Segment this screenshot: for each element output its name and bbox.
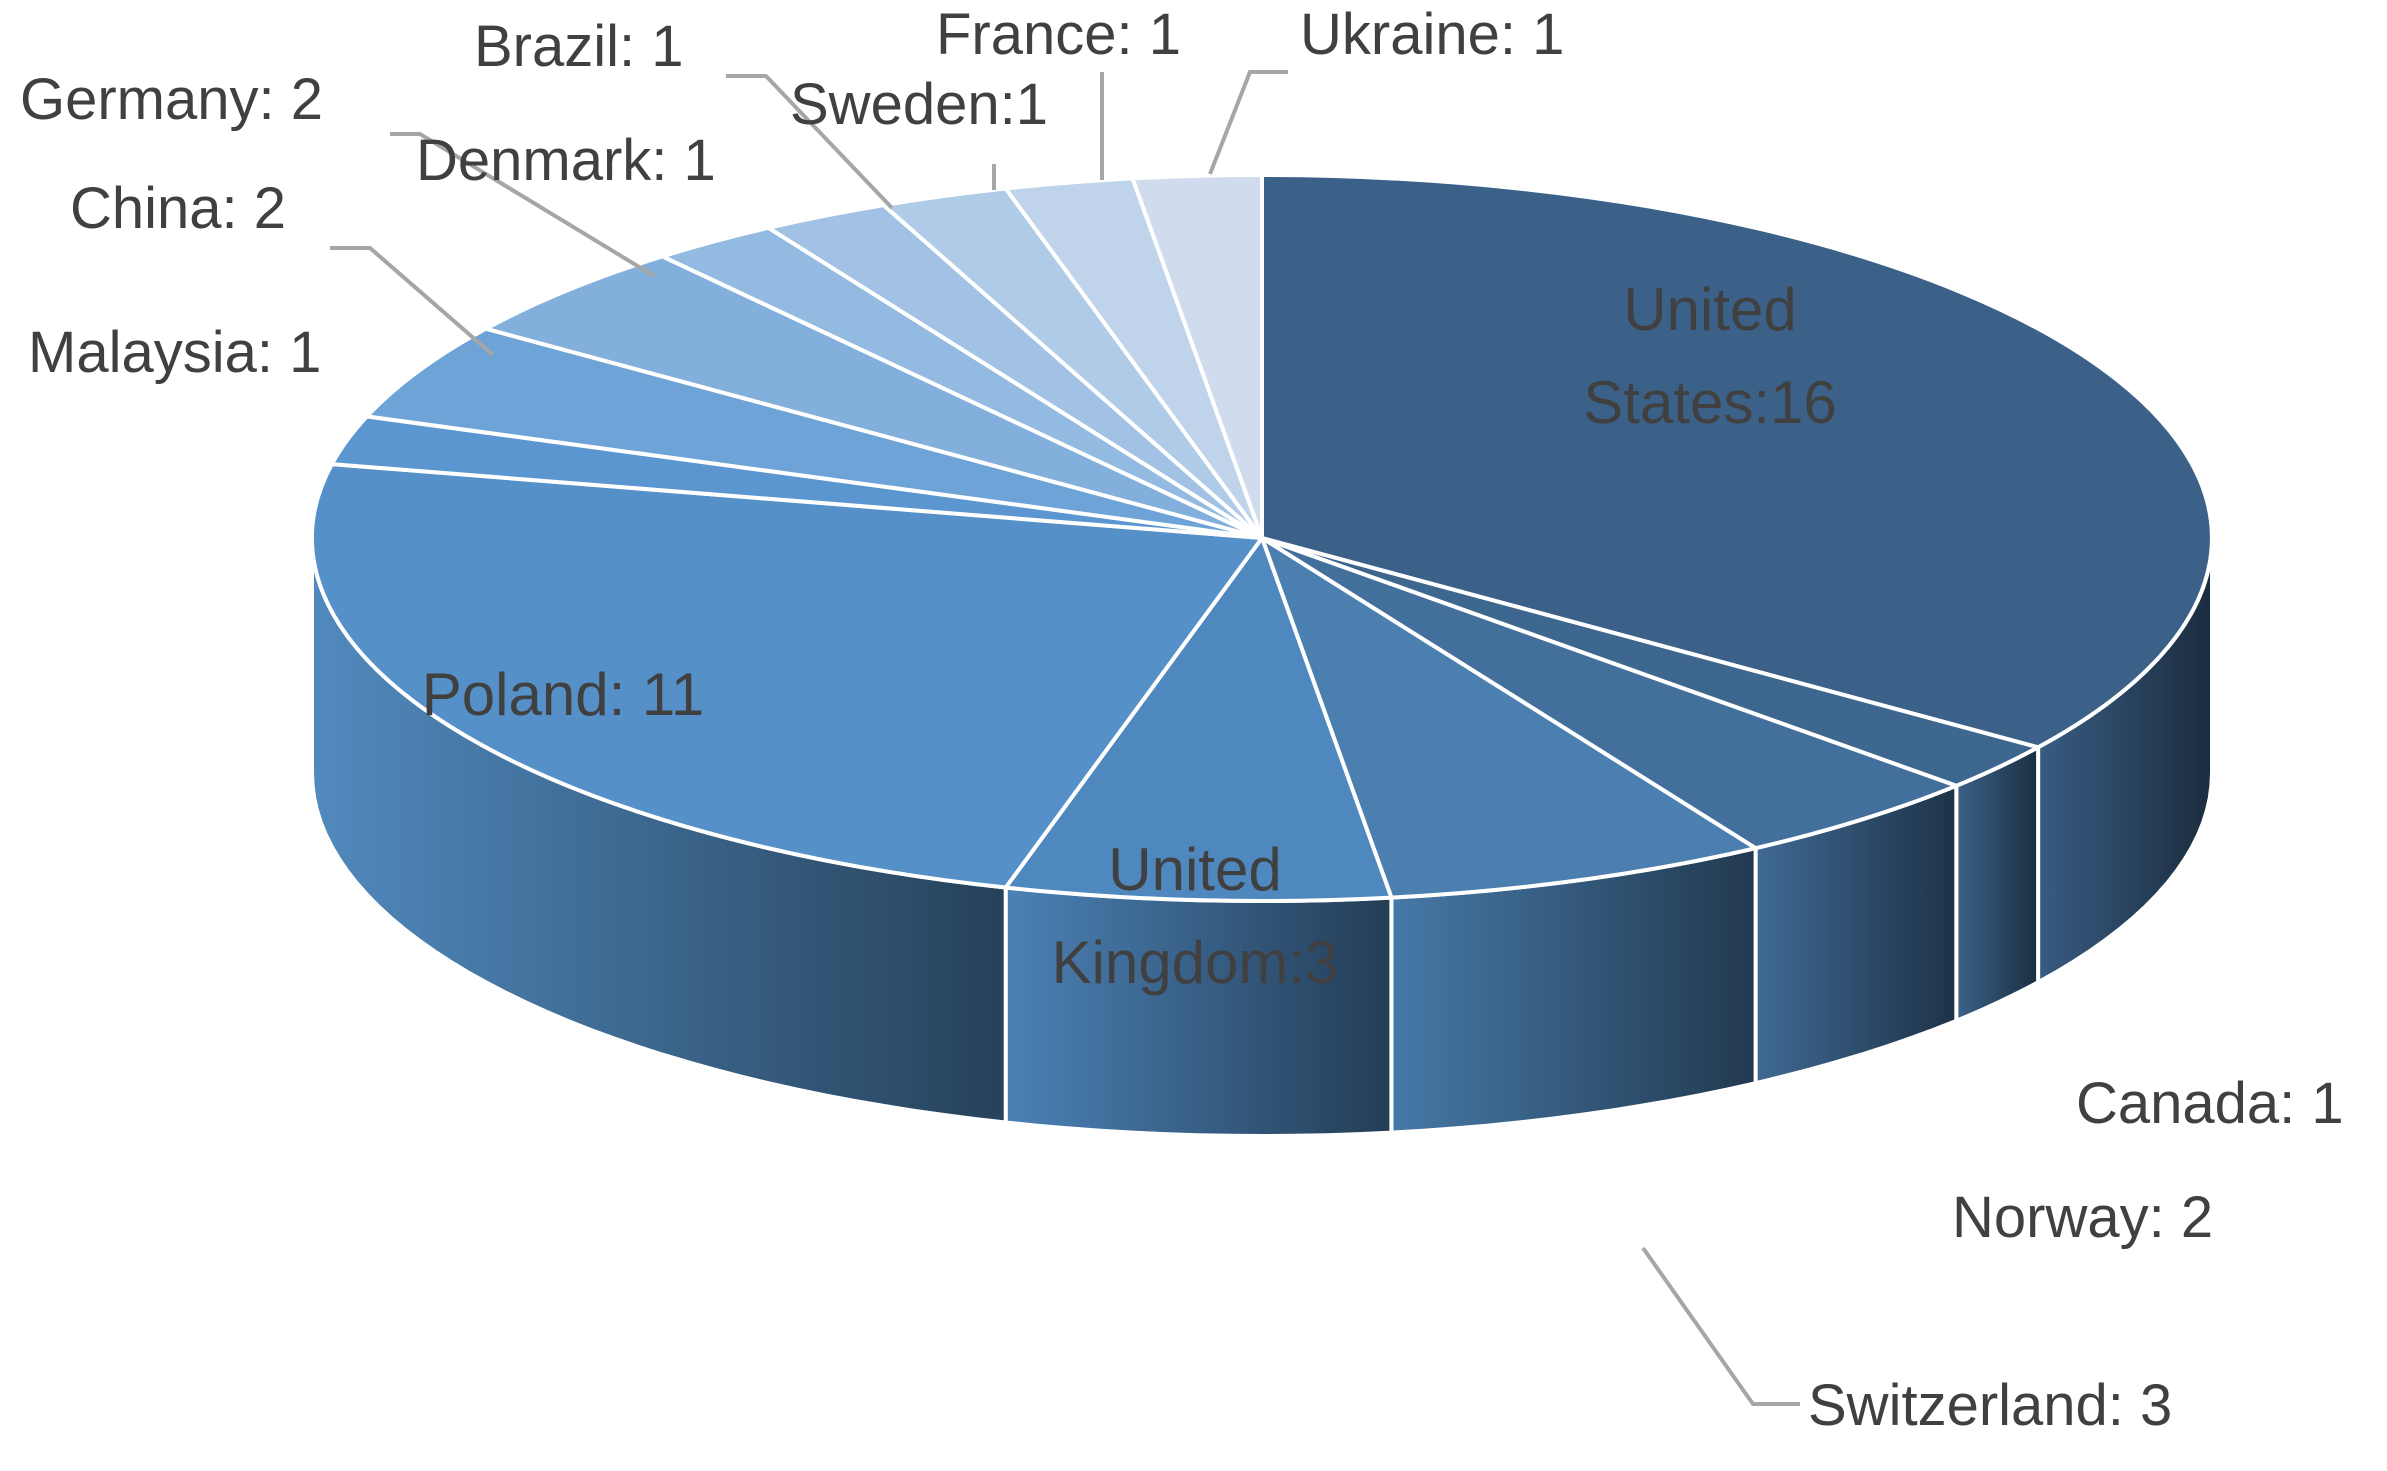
pie-slice-china: [364, 326, 1264, 540]
pie-slice-united-states: [1260, 173, 2214, 750]
pie-slice-poland: [310, 462, 1264, 890]
data-label-norway: Norway: 2: [1952, 1185, 2213, 1250]
data-label-united-kingdom: United Kingdom:3: [1052, 836, 1339, 996]
data-label-germany: Germany: 2: [20, 67, 323, 132]
data-label-poland: Poland: 11: [422, 661, 704, 728]
pie-side-shade-poland: [312, 538, 1006, 1123]
pie-side-shade-switzerland: [1391, 848, 1756, 1133]
slice-labels: United States:16 Canada: 1 Norway: 2 Switzer…: [20, 2, 2344, 1438]
leader-line-germany: [390, 132, 656, 278]
pie-side-shade-norway: [1755, 785, 1957, 1084]
pie-slice-united-kingdom: [1003, 536, 1394, 903]
data-label-canada: Canada: 1: [2076, 1071, 2344, 1136]
data-label-malaysia: Malaysia: 1: [28, 320, 321, 385]
leader-line-switzerland: [1641, 1246, 1800, 1406]
leader-line-ukraine: [1208, 70, 1288, 175]
pie-slice-ukraine: [1130, 173, 1264, 540]
pie-slice-germany: [483, 254, 1264, 540]
leader-line-china: [330, 246, 495, 357]
data-label-denmark: Denmark: 1: [416, 128, 716, 193]
pie-top-layer: [310, 173, 2214, 903]
data-label-sweden: Sweden:1: [790, 72, 1048, 137]
data-label-switzerland: Switzerland: 3: [1808, 1373, 2172, 1438]
pie-side-shade-canada: [1956, 747, 2039, 1021]
data-label-france: France: 1: [936, 2, 1181, 67]
leader-lines: [330, 70, 1800, 1406]
pie-slice-switzerland: [1260, 536, 1758, 900]
pie-side-layer: [310, 536, 2214, 1138]
data-label-ukraine: Ukraine: 1: [1300, 2, 1564, 67]
pie-slice-norway: [1260, 536, 1959, 851]
data-label-china: China: 2: [70, 176, 286, 241]
leader-line-brazil: [726, 74, 894, 210]
pie-side-shade-united-kingdom: [1005, 887, 1392, 1136]
data-label-united-states: United States:16: [1583, 276, 1837, 436]
data-label-brazil: Brazil: 1: [474, 14, 684, 79]
